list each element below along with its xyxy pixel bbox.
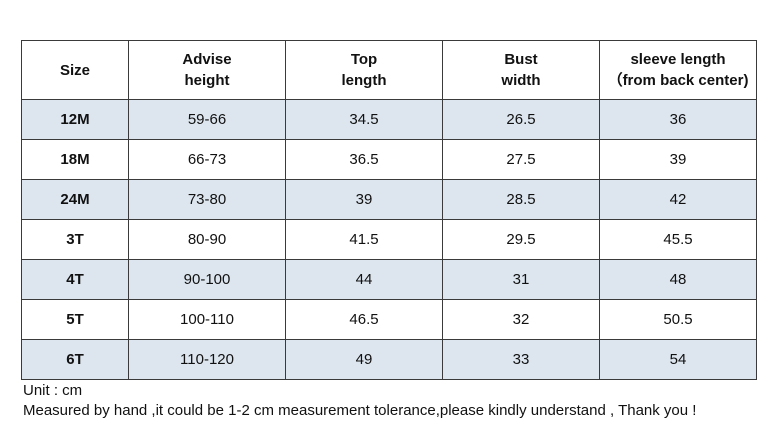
sleeve-length-cell: 50.5 [599, 299, 757, 340]
table-row: 18M 66-73 36.5 27.5 39 [21, 139, 757, 180]
height-cell: 80-90 [128, 219, 286, 260]
size-cell: 6T [21, 339, 129, 380]
bust-width-cell: 26.5 [442, 99, 600, 140]
sleeve-length-cell: 54 [599, 339, 757, 380]
size-chart-table: Size Advise height Top length Bust width… [21, 40, 757, 380]
sleeve-length-cell: 48 [599, 259, 757, 300]
header-bust-width: Bust width [442, 40, 600, 100]
measurement-note: Measured by hand ,it could be 1-2 cm mea… [23, 402, 697, 419]
height-cell: 90-100 [128, 259, 286, 300]
top-length-cell: 39 [285, 179, 443, 220]
bust-width-cell: 28.5 [442, 179, 600, 220]
bust-width-cell: 31 [442, 259, 600, 300]
bust-width-cell: 29.5 [442, 219, 600, 260]
table-row: 6T 110-120 49 33 54 [21, 339, 757, 380]
size-cell: 3T [21, 219, 129, 260]
table-row: 12M 59-66 34.5 26.5 36 [21, 99, 757, 140]
size-cell: 5T [21, 299, 129, 340]
height-cell: 110-120 [128, 339, 286, 380]
size-cell: 12M [21, 99, 129, 140]
top-length-cell: 46.5 [285, 299, 443, 340]
top-length-cell: 36.5 [285, 139, 443, 180]
table-row: 4T 90-100 44 31 48 [21, 259, 757, 300]
table-row: 3T 80-90 41.5 29.5 45.5 [21, 219, 757, 260]
top-length-cell: 44 [285, 259, 443, 300]
header-advise-height: Advise height [128, 40, 286, 100]
size-cell: 24M [21, 179, 129, 220]
table-row: 24M 73-80 39 28.5 42 [21, 179, 757, 220]
top-length-cell: 49 [285, 339, 443, 380]
height-cell: 66-73 [128, 139, 286, 180]
sleeve-length-cell: 42 [599, 179, 757, 220]
header-row: Size Advise height Top length Bust width… [21, 40, 757, 100]
header-top-length: Top length [285, 40, 443, 100]
sleeve-length-cell: 39 [599, 139, 757, 180]
size-cell: 18M [21, 139, 129, 180]
size-cell: 4T [21, 259, 129, 300]
bust-width-cell: 33 [442, 339, 600, 380]
sleeve-length-cell: 45.5 [599, 219, 757, 260]
height-cell: 59-66 [128, 99, 286, 140]
unit-note: Unit : cm [23, 382, 83, 399]
header-sleeve-length: sleeve length （from back center) [599, 40, 757, 100]
bust-width-cell: 27.5 [442, 139, 600, 180]
top-length-cell: 41.5 [285, 219, 443, 260]
height-cell: 73-80 [128, 179, 286, 220]
table-row: 5T 100-110 46.5 32 50.5 [21, 299, 757, 340]
height-cell: 100-110 [128, 299, 286, 340]
top-length-cell: 34.5 [285, 99, 443, 140]
bust-width-cell: 32 [442, 299, 600, 340]
sleeve-length-cell: 36 [599, 99, 757, 140]
header-size: Size [21, 40, 129, 100]
